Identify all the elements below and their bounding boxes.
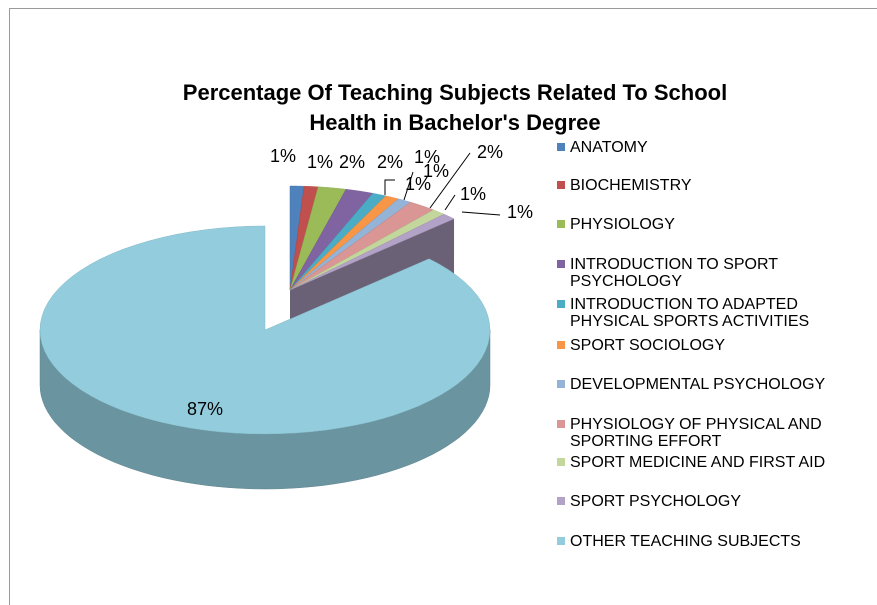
data-label: 1% — [405, 174, 431, 194]
pie-slice — [289, 201, 435, 291]
legend-swatch — [557, 181, 565, 189]
legend-label: PHYSIOLOGY OF PHYSICAL AND SPORTING EFFO… — [570, 416, 822, 450]
legend-swatch — [557, 143, 565, 151]
data-label: 1% — [307, 152, 333, 172]
legend-item: SPORT PSYCHOLOGY — [557, 493, 877, 510]
pie-slice — [289, 193, 387, 291]
pie-slice — [289, 209, 445, 291]
leader-line — [444, 194, 456, 211]
leader-line — [384, 179, 395, 195]
legend-label: BIOCHEMISTRY — [570, 177, 692, 194]
legend-swatch — [557, 380, 565, 388]
legend-swatch — [557, 341, 565, 349]
legend-item: PHYSIOLOGY OF PHYSICAL AND SPORTING EFFO… — [557, 416, 877, 450]
chart-title: Percentage Of Teaching Subjects Related … — [182, 80, 728, 135]
data-label: 1% — [460, 184, 486, 204]
data-label: 1% — [270, 146, 296, 166]
legend-label: SPORT MEDICINE AND FIRST AID — [570, 454, 826, 471]
leader-line — [403, 171, 414, 201]
data-label: 1% — [507, 202, 533, 222]
legend-label: SPORT SOCIOLOGY — [570, 337, 726, 354]
legend-item: DEVELOPMENTAL PSYCHOLOGY — [557, 376, 877, 393]
legend-item: INTRODUCTION TO ADAPTED PHYSICAL SPORTS … — [557, 296, 877, 330]
legend-swatch — [557, 260, 565, 268]
legend-label: OTHER TEACHING SUBJECTS — [570, 533, 801, 550]
pie-slice — [289, 189, 374, 291]
legend-swatch — [557, 220, 565, 228]
legend-item: BIOCHEMISTRY — [557, 177, 877, 194]
legend-swatch — [557, 497, 565, 505]
pie-slice — [39, 225, 491, 435]
legend-swatch — [557, 420, 565, 428]
data-label: 2% — [377, 152, 403, 172]
legend-item: PHYSIOLOGY — [557, 216, 877, 233]
legend-label: INTRODUCTION TO SPORT PSYCHOLOGY — [570, 256, 778, 290]
legend-item: OTHER TEACHING SUBJECTS — [557, 533, 877, 550]
legend-label: SPORT PSYCHOLOGY — [570, 493, 742, 510]
pie-slice — [289, 195, 399, 291]
chart-border — [9, 8, 877, 605]
legend-item: INTRODUCTION TO SPORT PSYCHOLOGY — [557, 256, 877, 290]
legend-item: SPORT MEDICINE AND FIRST AID — [557, 454, 877, 471]
leader-line — [429, 152, 471, 209]
pie-slice — [289, 213, 455, 291]
pie-tops — [39, 185, 491, 435]
leader-line — [461, 211, 501, 216]
pie-slice — [289, 198, 412, 291]
data-label: 2% — [477, 142, 503, 162]
data-label: 1% — [414, 147, 440, 167]
legend-swatch — [557, 458, 565, 466]
data-label: 2% — [339, 152, 365, 172]
legend-item: ANATOMY — [557, 139, 877, 156]
data-label: 87% — [187, 399, 223, 419]
data-label: 1% — [423, 161, 449, 181]
legend-label: INTRODUCTION TO ADAPTED PHYSICAL SPORTS … — [570, 296, 810, 330]
legend-label: PHYSIOLOGY — [570, 216, 675, 233]
legend-swatch — [557, 537, 565, 545]
legend-item: SPORT SOCIOLOGY — [557, 337, 877, 354]
legend-label: ANATOMY — [570, 139, 648, 156]
legend-swatch — [557, 300, 565, 308]
pie-slice — [289, 186, 347, 291]
legend-label: DEVELOPMENTAL PSYCHOLOGY — [570, 376, 826, 393]
